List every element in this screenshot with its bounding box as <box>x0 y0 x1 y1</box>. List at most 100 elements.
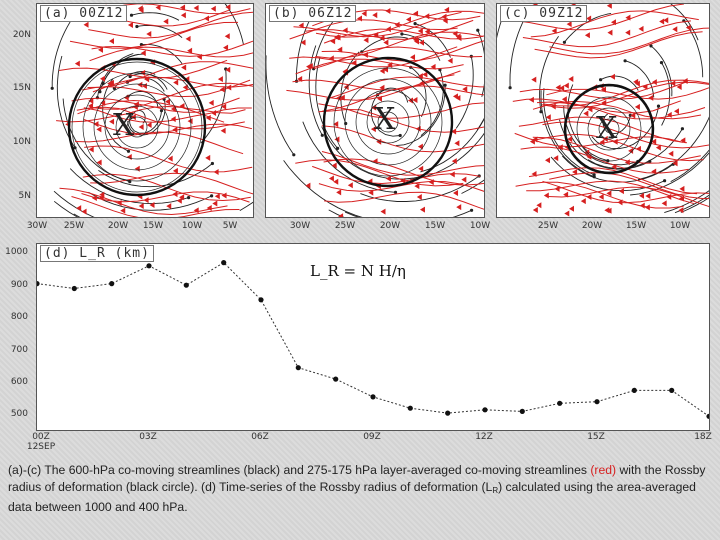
red-streamline-arrow <box>635 145 641 152</box>
black-streamline-arrow <box>656 104 661 108</box>
red-streamline-arrow <box>412 96 418 103</box>
red-streamline-arrow <box>685 24 691 31</box>
red-streamline-arrow <box>413 10 419 17</box>
red-streamline-arrow <box>648 94 654 101</box>
rossby-formula: L_R = N H/η <box>310 262 406 280</box>
data-point-18Z <box>706 413 709 419</box>
black-streamline <box>224 4 244 45</box>
black-streamline <box>680 197 709 213</box>
xtick-b-30w: 30W <box>289 221 311 231</box>
caption-part3: ) calculated using the area-averaged dat… <box>8 480 696 514</box>
black-streamline <box>477 30 484 97</box>
red-streamline-arrow <box>630 112 636 119</box>
red-streamline-arrow <box>176 197 182 204</box>
red-streamline <box>87 61 253 88</box>
caption-lr-open: (L <box>481 480 493 494</box>
red-streamline-arrow <box>99 75 105 82</box>
data-point-14Z <box>557 400 563 406</box>
red-streamline-arrow <box>634 103 640 110</box>
rossby-radius-plot <box>37 260 709 419</box>
red-streamline <box>90 172 253 195</box>
black-streamline <box>53 200 79 217</box>
red-streamline-arrow <box>670 80 676 87</box>
red-streamline-arrow <box>531 76 537 83</box>
red-streamline <box>528 167 698 195</box>
red-streamline-arrow <box>418 165 424 172</box>
black-streamline-arrow <box>649 44 653 48</box>
xtick-15Z: 15Z <box>587 432 605 442</box>
black-streamline <box>414 23 451 58</box>
red-streamline <box>549 172 709 200</box>
black-streamline-arrow <box>663 179 667 183</box>
red-streamline-arrow <box>417 143 423 150</box>
red-streamline-arrow <box>625 14 631 21</box>
red-streamline <box>522 20 691 48</box>
black-streamline <box>410 132 484 181</box>
black-streamline <box>266 55 295 156</box>
red-streamline-arrow <box>584 32 590 39</box>
data-point-07Z <box>295 365 301 371</box>
black-streamline <box>283 160 363 217</box>
ytick-800: 800 <box>10 312 28 323</box>
red-streamline <box>88 11 253 39</box>
black-streamline <box>561 155 674 183</box>
chart-title: (d) L_R (km) <box>40 245 154 262</box>
red-streamline-arrow <box>347 182 353 189</box>
red-streamline-arrow <box>673 108 679 115</box>
red-streamline-arrow <box>307 63 313 70</box>
red-streamline-arrow <box>383 39 389 46</box>
red-streamline <box>81 191 250 203</box>
red-streamline-arrow <box>567 136 573 143</box>
red-streamline <box>59 187 228 216</box>
red-streamline-arrow <box>678 207 684 214</box>
figure-caption: (a)-(c) The 600-hPa co-moving streamline… <box>8 462 714 516</box>
data-point-12Z <box>482 407 488 413</box>
data-point-09Z <box>370 394 376 400</box>
xtick-a-5w: 5W <box>222 221 238 231</box>
black-streamline <box>600 75 639 91</box>
black-streamline-arrow <box>400 32 404 36</box>
red-streamline-arrow <box>205 114 211 121</box>
rossby-radius-circle <box>67 57 207 197</box>
red-streamline-arrow <box>456 35 462 42</box>
red-streamline <box>71 196 240 217</box>
red-streamline-arrow <box>572 168 578 175</box>
red-streamline-arrow <box>173 79 179 86</box>
red-streamline-arrow <box>416 194 422 201</box>
red-streamline-arrow <box>618 188 624 195</box>
red-streamline <box>92 76 253 93</box>
red-streamline-arrow <box>568 205 574 212</box>
red-streamline-arrow <box>545 114 551 121</box>
red-streamline <box>519 80 688 100</box>
red-streamline-arrow <box>108 38 114 45</box>
red-streamline-arrow <box>453 189 459 196</box>
red-streamline <box>321 125 484 153</box>
red-streamline-arrow <box>451 158 457 165</box>
red-streamline-arrow <box>536 202 542 209</box>
caption-lr-sub: R <box>492 486 499 495</box>
black-streamline <box>461 179 484 194</box>
red-streamline-arrow <box>645 192 651 199</box>
black-streamline-arrow <box>129 13 134 17</box>
black-streamline-arrow <box>187 196 191 200</box>
red-streamline <box>318 108 484 133</box>
red-streamline-arrow <box>170 116 176 123</box>
black-streamline-arrow <box>539 110 543 114</box>
red-streamline-arrow <box>430 63 436 70</box>
xtick-a-30w: 30W <box>26 221 48 231</box>
red-streamline <box>514 132 683 148</box>
red-streamline <box>542 121 709 149</box>
xtick-c-20w: 20W <box>581 221 603 231</box>
red-streamline-arrow <box>668 150 674 157</box>
red-streamline-arrow <box>379 35 385 42</box>
red-streamline-arrow <box>225 66 231 73</box>
red-streamline <box>84 145 253 173</box>
red-streamline-arrow <box>88 97 94 104</box>
xtick-a-20w: 20W <box>107 221 129 231</box>
streamline-panel-a: (a) 00Z12 X <box>36 3 254 218</box>
black-streamline <box>315 57 338 149</box>
red-streamline-arrow <box>305 182 311 189</box>
black-streamline-arrow <box>476 28 480 32</box>
red-streamline-arrow <box>419 206 425 213</box>
red-streamline-arrow <box>163 18 169 25</box>
